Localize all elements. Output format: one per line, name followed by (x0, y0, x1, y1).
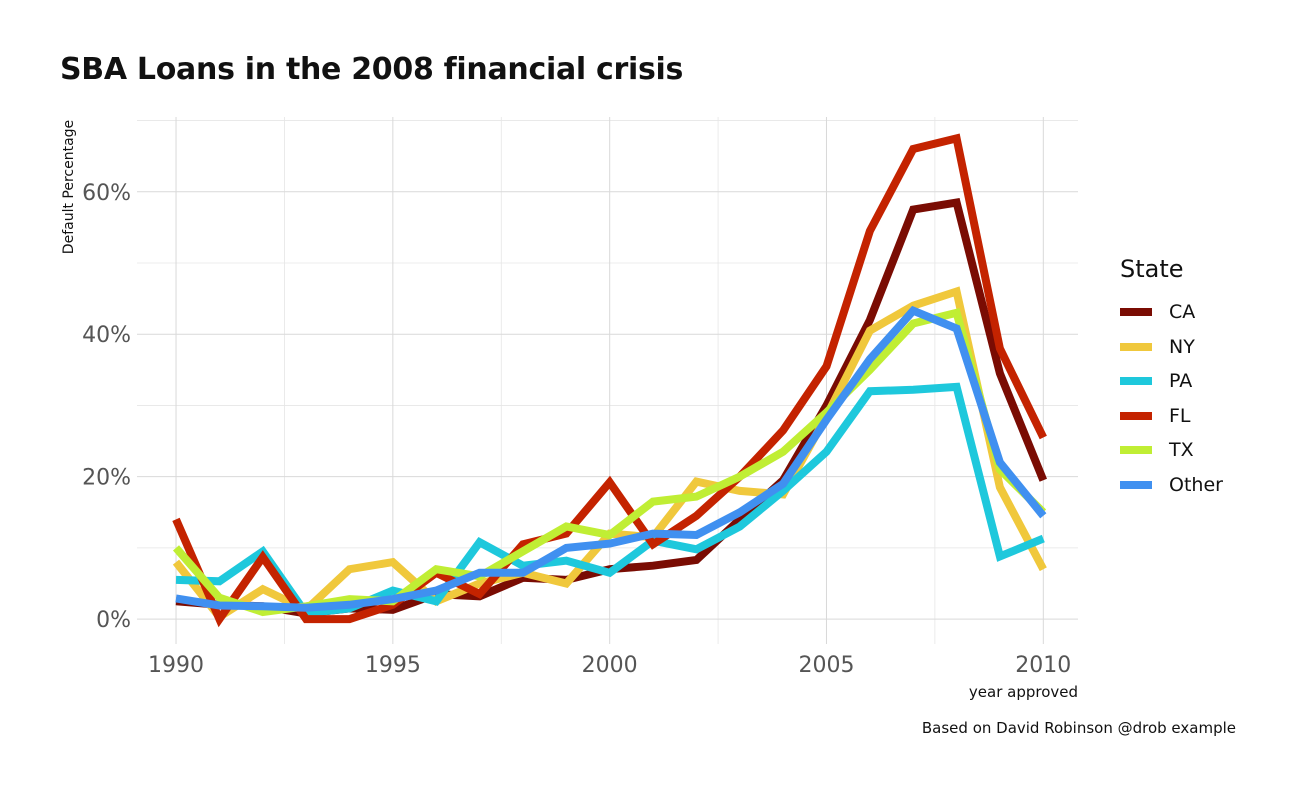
chart-title: SBA Loans in the 2008 financial crisis (60, 52, 684, 87)
x-tick-label: 1995 (365, 653, 421, 678)
y-tick-label: 40% (82, 323, 131, 348)
x-axis-label: year approved (969, 683, 1078, 701)
legend-swatch (1120, 411, 1152, 420)
legend-label: TX (1169, 439, 1194, 462)
legend-item-tx: TX (1120, 433, 1223, 468)
legend-swatch (1120, 480, 1152, 489)
legend-label: CA (1169, 301, 1196, 324)
legend-swatch (1120, 308, 1152, 317)
y-tick-labels: 0% 20% 40% 60% (82, 181, 131, 633)
x-tick-label: 2000 (582, 653, 638, 678)
series-line-pa (175, 382, 1045, 618)
y-tick-label: 0% (96, 608, 131, 633)
legend-item-pa: PA (1120, 364, 1223, 399)
y-tick-label: 60% (82, 181, 131, 206)
y-tick-label: 20% (82, 466, 131, 491)
legend-label: Other (1169, 473, 1223, 496)
legend-item-ca: CA (1120, 295, 1223, 330)
legend-title: State (1120, 255, 1184, 283)
legend-item-other: Other (1120, 468, 1223, 503)
grid-layer (137, 117, 1078, 644)
series-layer (172, 133, 1048, 628)
legend-item-ny: NY (1120, 330, 1223, 365)
x-tick-label: 1990 (148, 653, 204, 678)
caption: Based on David Robinson @drob example (921, 719, 1236, 737)
legend-label: NY (1169, 335, 1195, 358)
x-tick-label: 2005 (798, 653, 854, 678)
legend: State CA NY PA FL TX Other (1120, 255, 1223, 502)
legend-swatch (1120, 342, 1152, 351)
legend-label: FL (1169, 404, 1191, 427)
x-tick-label: 2010 (1015, 653, 1071, 678)
legend-item-fl: FL (1120, 399, 1223, 434)
legend-items: CA NY PA FL TX Other (1120, 295, 1223, 502)
series-line-other (175, 305, 1047, 612)
legend-swatch (1120, 377, 1152, 386)
series-line-fl (172, 133, 1047, 628)
legend-swatch (1120, 446, 1152, 455)
x-tick-labels: 1990 1995 2000 2005 2010 (148, 653, 1071, 678)
legend-label: PA (1169, 370, 1193, 393)
y-axis-label: Default Percentage (61, 120, 77, 254)
